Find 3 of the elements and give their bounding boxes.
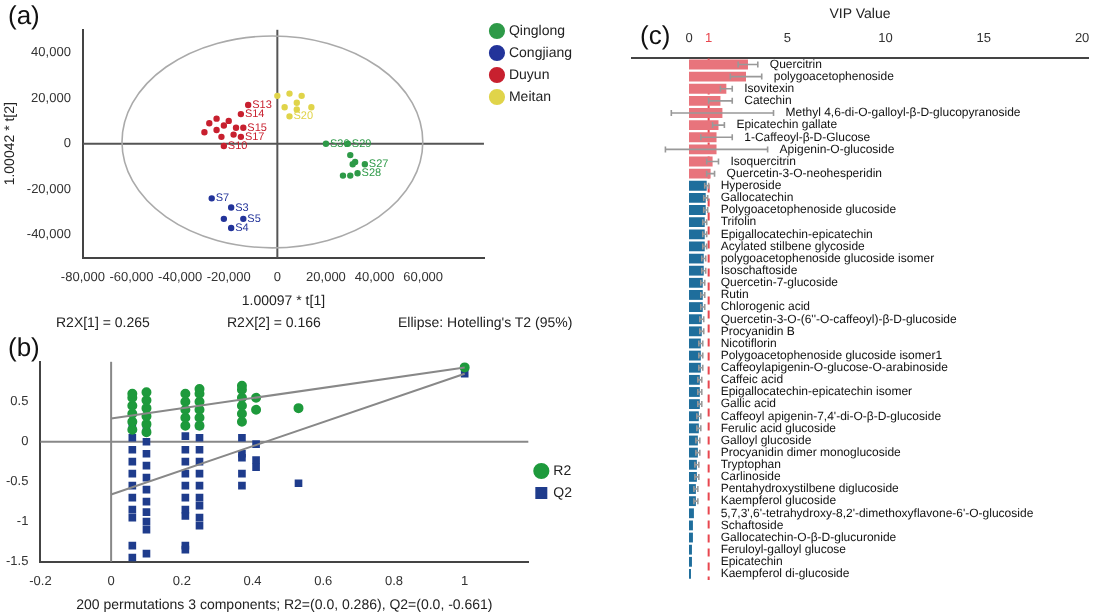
- chart-title: (a): [8, 0, 40, 30]
- chart-title: (b): [8, 332, 40, 362]
- chart-title: (c): [640, 20, 671, 50]
